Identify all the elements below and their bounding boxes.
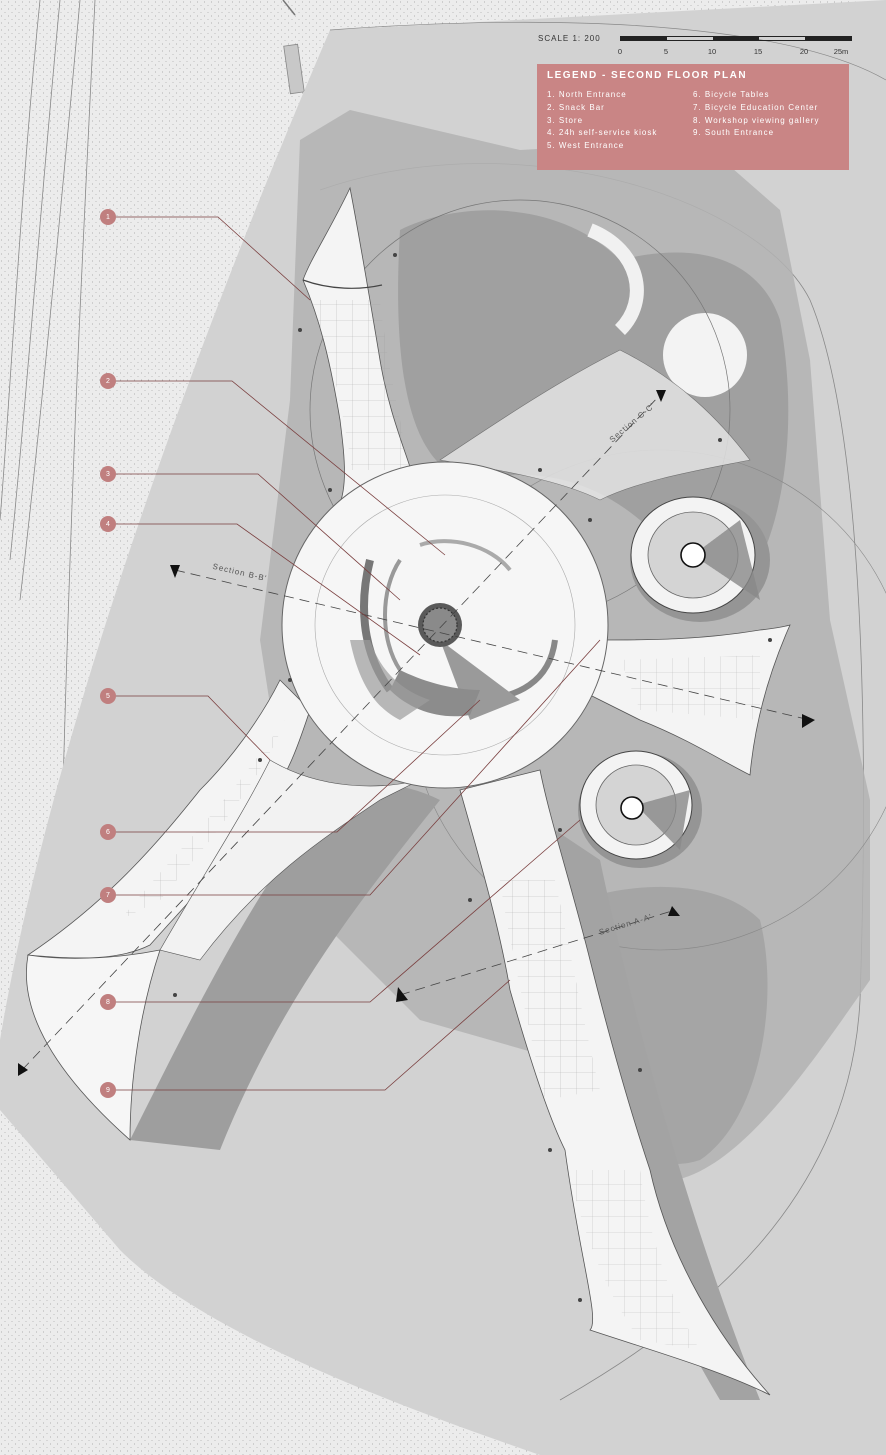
- kiosk-ring-lower: [578, 750, 702, 868]
- legend-panel: LEGEND - SECOND FLOOR PLAN 1. North Entr…: [537, 64, 849, 170]
- legend-item: 8. Workshop viewing gallery: [693, 115, 820, 125]
- legend-item: 4. 24h self-service kiosk: [547, 128, 658, 138]
- callout-marker-1: 1: [100, 209, 116, 225]
- legend-column-left: 1. North Entrance 2. Snack Bar 3. Store …: [547, 89, 693, 153]
- legend-item: 9. South Entrance: [693, 128, 775, 138]
- legend-item: 1. North Entrance: [547, 90, 627, 99]
- callout-marker-8: 8: [100, 994, 116, 1010]
- scale-tick: 20: [799, 47, 809, 56]
- scale-title: SCALE 1: 200: [538, 34, 601, 43]
- scale-tick: 15: [753, 47, 763, 56]
- callout-marker-6: 6: [100, 824, 116, 840]
- scale-tick: 5: [663, 47, 669, 56]
- legend-item: 2. Snack Bar: [547, 102, 605, 112]
- scale-tick: 25m: [833, 47, 849, 56]
- legend-title: LEGEND - SECOND FLOOR PLAN: [547, 70, 748, 81]
- callout-marker-7: 7: [100, 887, 116, 903]
- callout-marker-3: 3: [100, 466, 116, 482]
- callout-marker-5: 5: [100, 688, 116, 704]
- callout-marker-4: 4: [100, 516, 116, 532]
- tree-canopy: [663, 313, 747, 397]
- kiosk-ring-upper: [630, 496, 770, 622]
- west-wing: [26, 679, 311, 959]
- section-lines: [21, 394, 811, 1071]
- legend-item: 5. West Entrance: [547, 141, 625, 151]
- scale-tick: 0: [617, 47, 623, 56]
- legend-item: 3. Store: [547, 115, 584, 125]
- road-lines: [0, 0, 96, 901]
- legend-column-right: 6. Bicycle Tables 7. Bicycle Education C…: [693, 89, 839, 153]
- scale-bar-group: SCALE 1: 200 0 5 10 15 20 25m: [538, 34, 858, 64]
- callout-marker-9: 9: [100, 1082, 116, 1098]
- scale-bar: [620, 36, 852, 41]
- scale-tick: 10: [707, 47, 717, 56]
- callout-marker-2: 2: [100, 373, 116, 389]
- legend-item: 7. Bicycle Education Center: [693, 102, 819, 112]
- legend-item: 6. Bicycle Tables: [693, 90, 770, 99]
- callout-leaders: [116, 216, 601, 1091]
